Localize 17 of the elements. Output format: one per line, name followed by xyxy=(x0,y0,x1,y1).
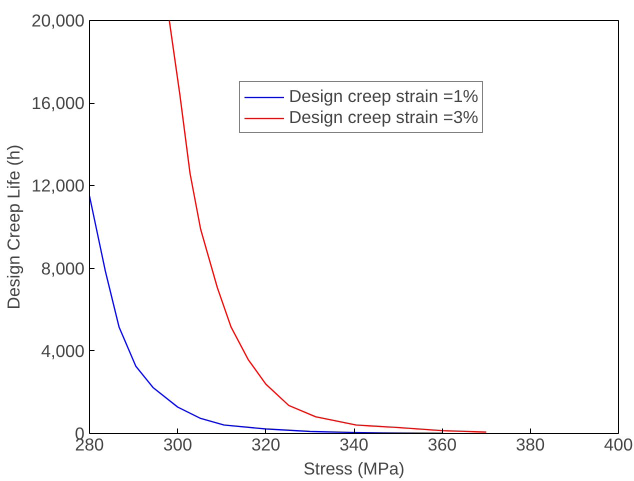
x-tick-label: 360 xyxy=(428,434,457,454)
y-axis-title: Design Creep Life (h) xyxy=(4,144,24,310)
y-tick-label: 8,000 xyxy=(41,258,85,278)
x-axis-title: Stress (MPa) xyxy=(303,458,405,478)
x-tick-label: 320 xyxy=(251,434,280,454)
y-tick-label: 20,000 xyxy=(32,10,84,30)
x-tick-label: 340 xyxy=(340,434,368,454)
x-tick-label: 380 xyxy=(516,434,545,454)
legend-label: Design creep strain =1% xyxy=(289,86,478,107)
x-tick-label: 300 xyxy=(163,434,192,454)
line-series xyxy=(90,195,443,434)
y-tick-label: 16,000 xyxy=(32,93,84,114)
line-series xyxy=(168,20,487,433)
x-tick-label: 400 xyxy=(604,434,633,454)
legend-label: Design creep strain =3% xyxy=(289,107,478,128)
y-tick-label: 4,000 xyxy=(41,340,85,361)
y-tick-label: 12,000 xyxy=(32,176,84,196)
